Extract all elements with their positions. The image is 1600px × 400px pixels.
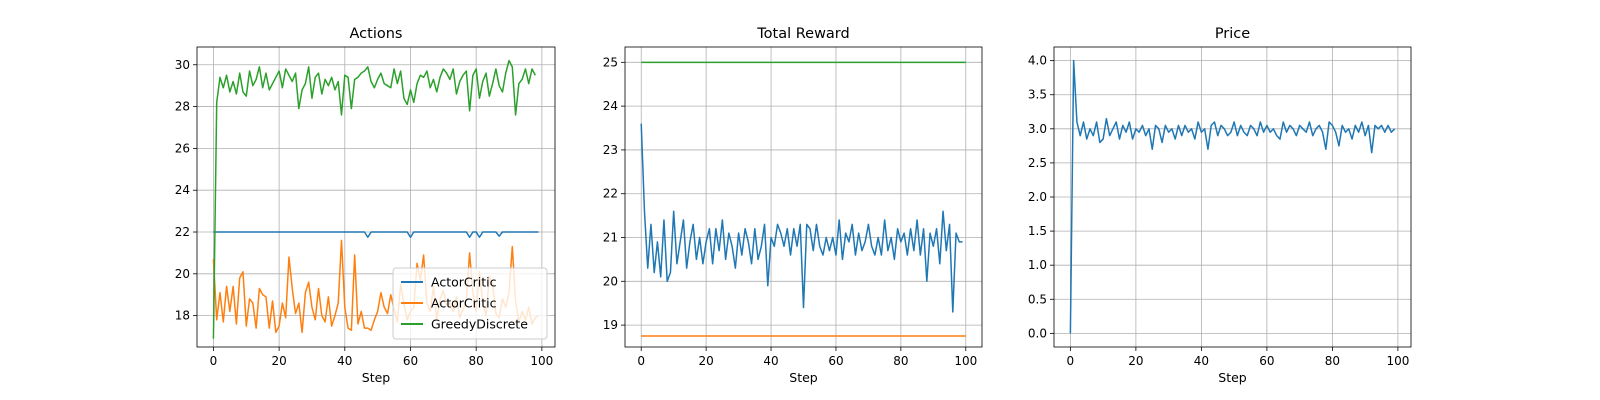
y-tick-label: 4.0: [1028, 54, 1047, 68]
x-axis-label: Step: [789, 370, 818, 385]
y-tick-label: 0.0: [1028, 326, 1047, 340]
y-tick-label: 3.0: [1028, 122, 1047, 136]
x-tick-label: 80: [893, 354, 908, 368]
x-tick-label: 100: [954, 354, 977, 368]
legend-label: GreedyDiscrete: [431, 317, 528, 332]
legend-box: [392, 267, 548, 340]
total-reward-chart: 0 20 40 60 80 100 19 20 21 22 23 24 25 Total Reward St…: [603, 26, 983, 385]
y-tick-label: 3.5: [1028, 88, 1047, 102]
x-tick-label: 60: [403, 354, 418, 368]
x-tick-label: 0: [210, 354, 218, 368]
y-tick-label: 1.5: [1028, 224, 1047, 238]
actions-chart: 0 20 40 60 80 100 18 20 22 24 26 28 30 Actions Step Act…: [175, 26, 556, 385]
x-tick-label: 40: [1194, 354, 1209, 368]
y-tick-label: 2.0: [1028, 190, 1047, 204]
x-tick-label: 0: [1067, 354, 1075, 368]
series-line-0: [640, 123, 963, 313]
y-tick-label: 20: [603, 274, 618, 288]
price-chart: 0 20 40 60 80 100 0.0 0.5 1.0 1.5 2.0 2.5 3.0 3.5 4.0 P…: [1028, 26, 1412, 385]
chart-title: Price: [1215, 26, 1250, 42]
y-tick-label: 22: [175, 225, 190, 239]
y-tick-label: 22: [603, 187, 618, 201]
x-tick-label: 80: [1325, 354, 1340, 368]
series-line-0: [1069, 59, 1396, 334]
x-axis-label: Step: [1218, 370, 1247, 385]
y-tick-label: 24: [603, 99, 618, 113]
y-tick-label: 0.5: [1028, 292, 1047, 306]
x-tick-label: 0: [637, 354, 645, 368]
x-tick-label: 20: [271, 354, 286, 368]
legend-label: ActorCritic: [431, 296, 497, 311]
y-tick-label: 21: [603, 231, 618, 245]
y-tick-label: 18: [175, 309, 190, 323]
y-tick-label: 19: [603, 318, 618, 332]
x-tick-label: 80: [469, 354, 484, 368]
y-tick-label: 26: [175, 141, 190, 155]
series-line-2: [212, 59, 536, 339]
x-axis-label: Step: [362, 370, 391, 385]
axes-frame: [196, 46, 556, 348]
axes-frame: [624, 46, 983, 348]
x-tick-label: 20: [698, 354, 713, 368]
y-tick-label: 2.5: [1028, 156, 1047, 170]
x-tick-label: 40: [763, 354, 778, 368]
y-tick-label: 20: [175, 267, 190, 281]
y-tick-label: 28: [175, 100, 190, 114]
x-tick-label: 40: [337, 354, 352, 368]
legend-label: ActorCritic: [431, 275, 497, 290]
x-tick-label: 100: [530, 354, 553, 368]
y-tick-label: 25: [603, 55, 618, 69]
y-tick-label: 30: [175, 58, 190, 72]
x-tick-label: 20: [1128, 354, 1143, 368]
x-tick-label: 60: [1259, 354, 1274, 368]
series-line-0: [213, 231, 539, 238]
x-tick-label: 100: [1386, 354, 1409, 368]
legend: ActorCritic ActorCritic GreedyDiscrete: [392, 267, 548, 340]
chart-title: Actions: [350, 26, 403, 42]
y-tick-label: 1.0: [1028, 258, 1047, 272]
x-tick-label: 60: [828, 354, 843, 368]
y-tick-label: 23: [603, 143, 618, 157]
y-tick-label: 24: [175, 183, 190, 197]
chart-title: Total Reward: [756, 26, 849, 42]
